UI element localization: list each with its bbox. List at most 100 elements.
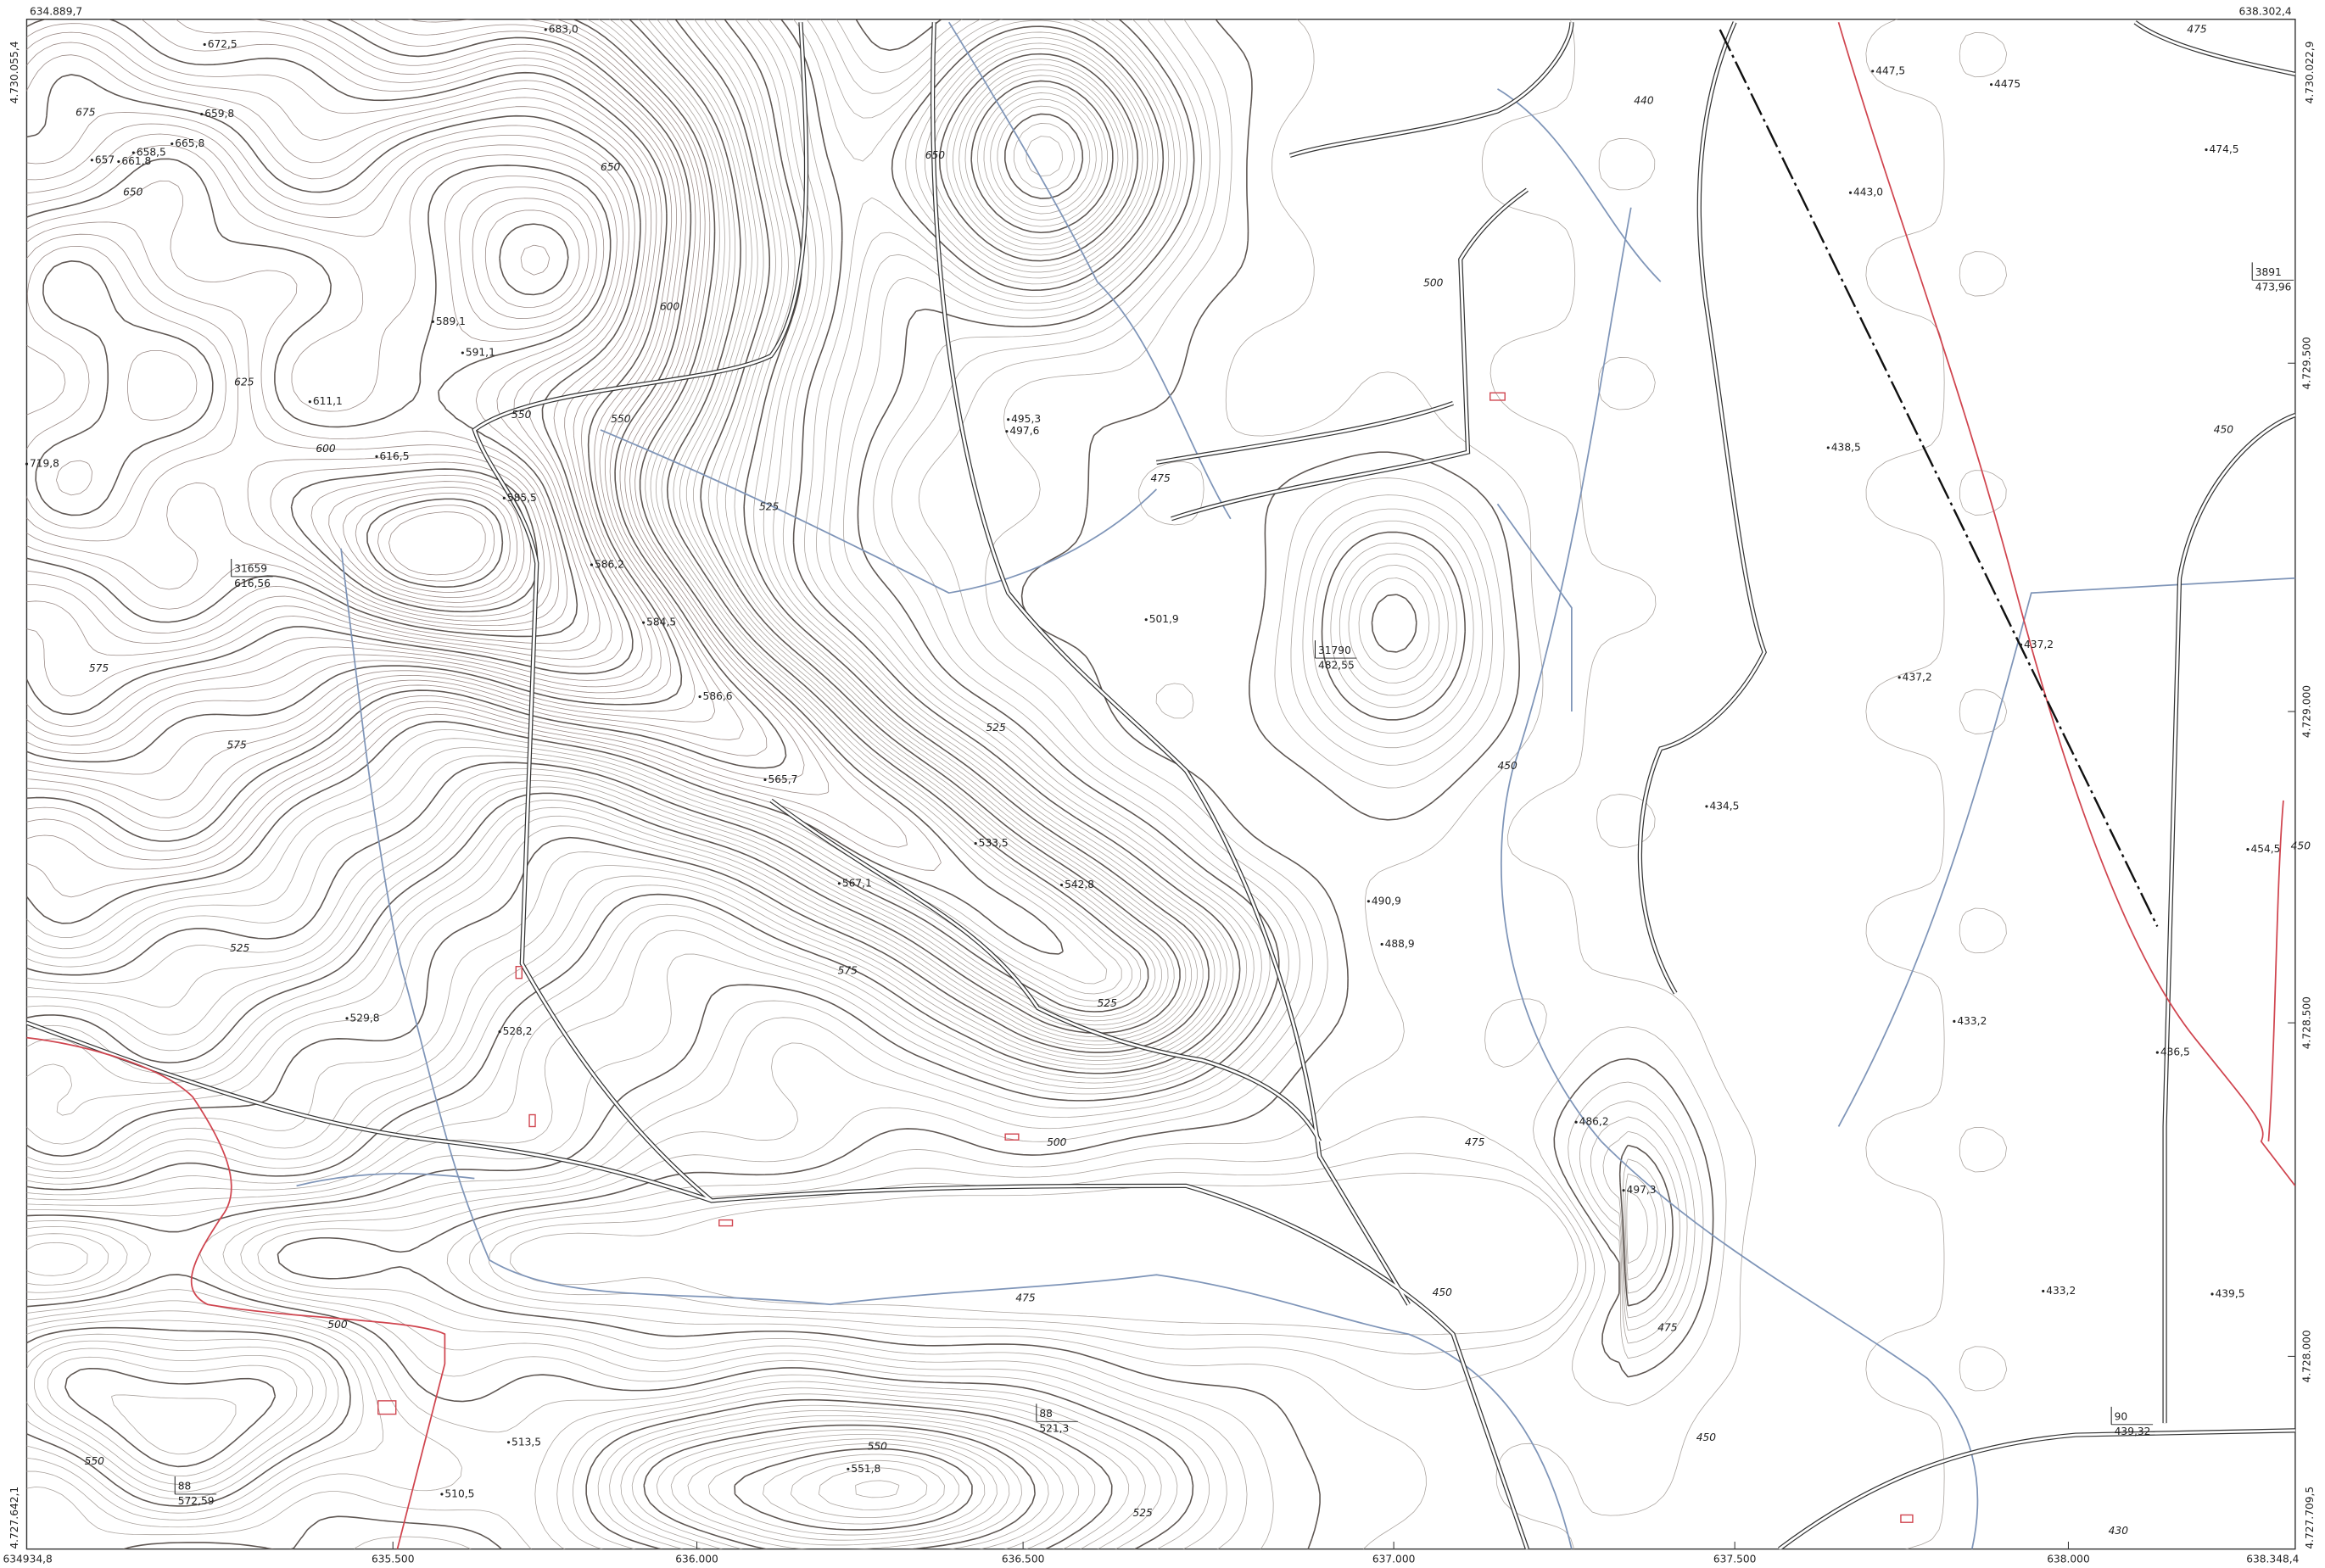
- road-fill: [472, 22, 1529, 1549]
- contour: [26, 23, 672, 754]
- spot-height: 495,3: [1011, 413, 1041, 425]
- spot-dot: [1005, 430, 1009, 433]
- contour-label: 600: [316, 443, 336, 455]
- spot-dot: [90, 159, 93, 162]
- contour-label: 440: [1634, 94, 1654, 106]
- spot-dot: [2019, 643, 2023, 646]
- spot-height: 486,2: [1579, 1116, 1609, 1128]
- benchmark-id: 88: [178, 1481, 192, 1493]
- contour-label: 525: [759, 500, 780, 512]
- spot-dot: [25, 462, 29, 466]
- northing-label: 4.728.500: [2300, 996, 2312, 1049]
- easting-label: 637.000: [1372, 1553, 1416, 1565]
- river: [947, 21, 1232, 520]
- spot-height: 586,6: [703, 690, 733, 702]
- contour: [328, 481, 525, 603]
- spot-height: 589,1: [436, 315, 466, 327]
- contour: [26, 19, 1169, 1518]
- road-fill: [1289, 22, 1573, 157]
- contour-label: 450: [2291, 840, 2311, 852]
- corner-coordinate: 634934,8: [3, 1553, 52, 1565]
- contour: [26, 19, 716, 801]
- contour: [26, 19, 744, 818]
- spot-height: 528,2: [503, 1025, 533, 1037]
- contour-label: 625: [234, 376, 254, 388]
- contour: [26, 187, 597, 627]
- spot-dot: [1574, 1120, 1578, 1124]
- spot-dot: [506, 1441, 511, 1444]
- index-contour: [26, 19, 1674, 1549]
- spot-dot: [2246, 848, 2250, 851]
- spot-height: 497,3: [1627, 1184, 1657, 1196]
- easting-label: 635.500: [372, 1553, 415, 1565]
- contour: [26, 19, 1187, 1536]
- contour: [26, 19, 1658, 1549]
- contour: [26, 19, 805, 851]
- spot-height: 585,5: [507, 492, 537, 504]
- contour: [26, 19, 768, 831]
- spot-height: 665,8: [175, 137, 204, 149]
- side-coordinate: 4.730.022,9: [2304, 42, 2316, 104]
- spot-dot: [1705, 805, 1708, 808]
- spot-dot: [1826, 446, 1830, 449]
- spot-height: 658,5: [137, 147, 166, 159]
- contour: [26, 19, 696, 775]
- contour: [26, 19, 1156, 1498]
- spot-dot: [2042, 1289, 2045, 1293]
- contour: [26, 19, 1193, 1541]
- spot-dot: [440, 1493, 444, 1496]
- spot-dot: [1059, 883, 1064, 887]
- spot-height: 659,8: [204, 108, 234, 120]
- contour-label: 525: [230, 942, 250, 954]
- contour-label: 525: [1098, 997, 1118, 1009]
- northing-label: 4.729.500: [2300, 337, 2312, 389]
- spot-height: 443,0: [1853, 187, 1883, 198]
- contour-label: 450: [2214, 423, 2234, 435]
- spot-dot: [2205, 148, 2208, 152]
- spot-dot: [974, 842, 977, 845]
- road-fill: [1639, 21, 1766, 994]
- contour-label: 650: [601, 161, 621, 173]
- spot-height: 488,9: [1385, 938, 1415, 950]
- spot-height: 672,5: [208, 38, 238, 50]
- contour: [26, 19, 1704, 1549]
- spot-height: 551,8: [851, 1463, 880, 1475]
- corner-coordinate: 638.348,4: [2246, 1553, 2299, 1565]
- spot-dot: [642, 621, 646, 624]
- contour: [26, 19, 1430, 1549]
- river: [600, 429, 1158, 594]
- spot-dot: [544, 28, 547, 31]
- contour-label: 475: [1465, 1136, 1485, 1148]
- spot-height: 616,5: [379, 450, 409, 462]
- spot-height: 586,2: [595, 558, 624, 570]
- red-road: [1837, 21, 2295, 1186]
- contour-label: 550: [511, 409, 532, 421]
- benchmark-elevation: 572,59: [178, 1495, 215, 1507]
- contour: [26, 31, 662, 745]
- contour: [26, 19, 1198, 1546]
- contour: [26, 209, 580, 617]
- contour: [26, 19, 1688, 1549]
- contour-label: 450: [1696, 1431, 1717, 1443]
- contour-label: 525: [1132, 1507, 1153, 1519]
- spot-dot: [131, 151, 135, 154]
- contour: [377, 505, 495, 582]
- contour-label: 450: [1497, 760, 1517, 772]
- benchmark-elevation: 482,55: [1318, 659, 1355, 671]
- contour: [510, 1172, 1579, 1336]
- spot-height: 434,5: [1709, 800, 1739, 812]
- spot-height: 719,8: [30, 458, 59, 470]
- spot-height: 433,2: [2046, 1285, 2076, 1297]
- side-coordinate: 4.727.642,1: [8, 1487, 20, 1549]
- spot-height: 436,5: [2160, 1046, 2190, 1058]
- spot-height: 447,5: [1875, 64, 1905, 76]
- benchmark-elevation: 473,96: [2255, 282, 2292, 293]
- spot-height: 490,9: [1372, 895, 1401, 907]
- contour: [26, 19, 1227, 1549]
- spot-dot: [837, 882, 841, 885]
- spot-dot: [375, 455, 378, 458]
- spot-dot: [1366, 900, 1370, 903]
- spot-dot: [1897, 676, 1901, 679]
